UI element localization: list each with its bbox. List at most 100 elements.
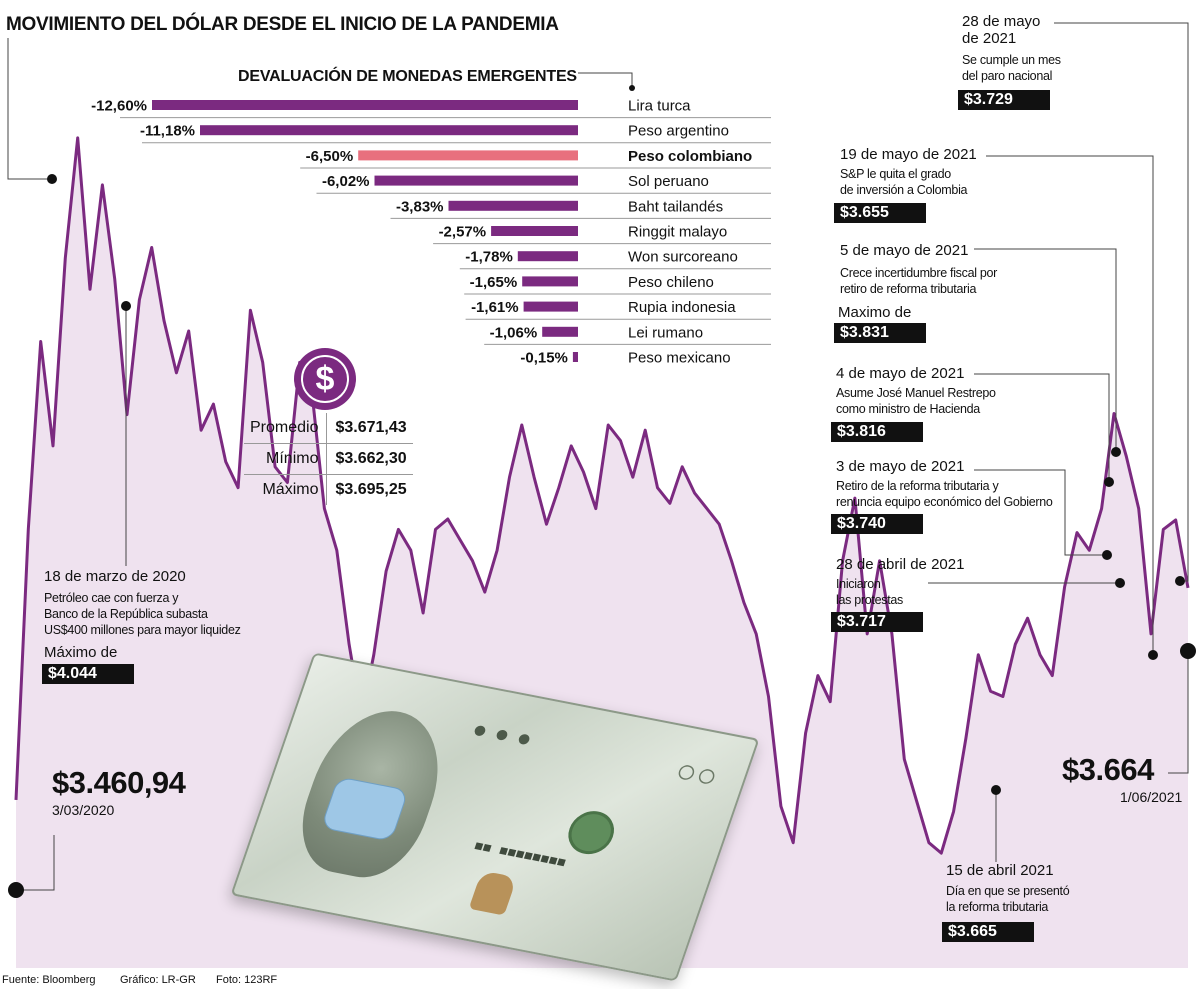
bar-category-label: Lei rumano (628, 324, 703, 341)
footer-graphic: Gráfico: LR-GR (120, 974, 196, 986)
event-marker (1148, 650, 1158, 660)
event-marker (8, 882, 24, 898)
leader-line (974, 373, 1110, 482)
may28-desc-line: del paro nacional (962, 69, 1053, 83)
event-marker (1180, 643, 1196, 659)
banknote-seal-image (562, 807, 621, 858)
bar-value-label: -6,02% (322, 173, 370, 190)
march-desc: Petróleo cae con fuerza y Banco de la Re… (44, 590, 241, 638)
leader-line (974, 469, 1107, 556)
dollar-icon: $ (294, 348, 356, 410)
apr15-desc: Día en que se presentó la reforma tribut… (946, 883, 1070, 915)
may3-date: 3 de mayo de 2021 (836, 458, 965, 475)
may3-desc-line: renuncia equipo económico del Gobierno (836, 495, 1053, 509)
may5-desc-line: retiro de reforma tributaria (840, 282, 977, 296)
bar-value-label: -1,06% (490, 324, 538, 341)
leader-line (986, 155, 1154, 655)
bar-category-label: Sol peruano (628, 173, 709, 190)
stat-label: Máximo (244, 474, 328, 505)
markers (8, 174, 1196, 898)
bar-category-label: Peso chileno (628, 274, 714, 291)
start-value: $3.460,94 (52, 765, 186, 800)
start-date: 3/03/2020 (52, 802, 115, 818)
title-dot (629, 85, 635, 91)
event-marker (1104, 477, 1114, 487)
apr15-desc-line: Día en que se presentó (946, 884, 1070, 898)
may4-desc: Asume José Manuel Restrepo como ministro… (836, 385, 996, 417)
bar-category-label: Lira turca (628, 98, 691, 115)
bar (152, 100, 578, 110)
event-marker (1175, 576, 1185, 586)
march-label: Máximo de (44, 644, 118, 661)
may19-desc: S&P le quita el grado de inversión a Col… (840, 166, 968, 198)
may28-date-line: 28 de mayo (962, 13, 1041, 30)
bar (448, 200, 578, 211)
leader-line (16, 835, 55, 891)
apr28-badge: $3.717 (831, 612, 923, 632)
stat-value: $3.671,43 (335, 419, 407, 436)
may5-badge: $3.831 (834, 323, 926, 343)
stats-row: Mínimo $3.662,30 (244, 443, 413, 475)
banknote-serial-image: ■■ ■■■■■■■■ (471, 838, 568, 872)
may28-desc-line: Se cumple un mes (962, 53, 1061, 67)
event-marker (47, 174, 57, 184)
bar-value-label: -0,15% (520, 350, 568, 367)
end-date: 1/06/2021 (1120, 789, 1183, 805)
bar (572, 352, 578, 362)
leader-line (1168, 651, 1189, 774)
may19-date: 19 de mayo de 2021 (840, 146, 977, 163)
apr28-desc: Iniciaron las protestas (836, 576, 903, 608)
banknote-bell-image (468, 870, 518, 916)
may4-date: 4 de mayo de 2021 (836, 365, 965, 382)
bar-value-label: -3,83% (396, 198, 444, 215)
apr15-desc-line: la reforma tributaria (946, 900, 1049, 914)
may3-desc-line: Retiro de la reforma tributaria y (836, 479, 999, 493)
stat-label: Mínimo (244, 443, 328, 475)
apr28-desc-line: Iniciaron (836, 577, 881, 591)
event-marker (991, 785, 1001, 795)
apr15-date: 15 de abril 2021 (946, 862, 1054, 879)
bar (200, 125, 578, 136)
apr28-date: 28 de abril de 2021 (836, 556, 965, 573)
end-value: $3.664 (1062, 752, 1154, 787)
bar (522, 276, 578, 287)
apr28-desc-line: las protestas (836, 593, 903, 607)
may19-desc-line: S&P le quita el grado (840, 167, 951, 181)
may5-date: 5 de mayo de 2021 (840, 242, 969, 259)
may4-badge: $3.816 (831, 422, 923, 442)
march-desc-line: Banco de la República subasta (44, 607, 208, 621)
march-badge: $4.044 (42, 664, 134, 684)
event-marker (1102, 550, 1112, 560)
banknote-heading-image: ● ● ● (468, 716, 537, 754)
bar-value-label: -1,78% (465, 249, 513, 266)
may19-desc-line: de inversión a Colombia (840, 183, 968, 197)
leader-line (578, 72, 633, 88)
march-desc-line: Petróleo cae con fuerza y (44, 591, 179, 605)
bar-value-label: -6,50% (306, 148, 354, 165)
footer-photo: Foto: 123RF (216, 974, 278, 986)
stats-table: Promedio $3.671,43 Mínimo $3.662,30 Máxi… (244, 413, 413, 505)
may4-desc-line: Asume José Manuel Restrepo (836, 386, 996, 400)
may5-label: Maximo de (838, 304, 912, 321)
event-marker (121, 301, 131, 311)
bar-category-label: Peso mexicano (628, 350, 731, 367)
leader-line (7, 38, 52, 180)
apr15-badge: $3.665 (942, 922, 1034, 942)
may28-desc: Se cumple un mes del paro nacional (962, 52, 1061, 84)
bar-category-label: Rupia indonesia (628, 299, 736, 316)
may28-date-line: de 2021 (962, 30, 1017, 47)
stats-row: Promedio $3.671,43 (244, 413, 413, 444)
bar-category-label: Baht tailandés (628, 198, 723, 215)
may28-badge: $3.729 (958, 90, 1050, 110)
may4-desc-line: como ministro de Hacienda (836, 402, 980, 416)
devaluation-title: DEVALUACIÓN DE MONEDAS EMERGENTES (238, 68, 577, 85)
bar (523, 301, 578, 312)
may3-desc: Retiro de la reforma tributaria y renunc… (836, 478, 1053, 510)
bar-value-label: -1,61% (471, 299, 519, 316)
footer-source: Fuente: Bloomberg (2, 974, 96, 986)
bar (542, 326, 578, 337)
may3-badge: $3.740 (831, 514, 923, 534)
bar-category-label: Ringgit malayo (628, 224, 727, 241)
banknote-denomination-image: ○○ (670, 752, 723, 796)
